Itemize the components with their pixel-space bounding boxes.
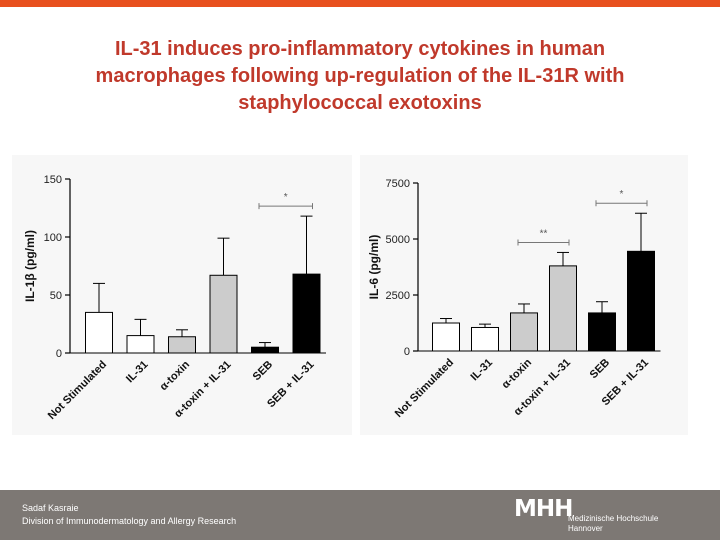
y-tick-label: 0 (404, 346, 410, 358)
category-label: SEB (588, 357, 613, 382)
bar (292, 273, 321, 354)
bar (209, 274, 238, 354)
y-axis-label: IL-1β (pg/ml) (23, 230, 37, 302)
category-label: IL-31 (124, 359, 151, 386)
title-line-1: IL-31 induces pro-inflammatory cytokines… (114, 38, 606, 60)
author-affiliation: Division of Immunodermatology and Allerg… (22, 516, 237, 526)
logo-line-1: Medizinische Hochschule (568, 514, 659, 523)
bar (85, 311, 113, 354)
slide-title: IL-31 induces pro-inflammatory cytokines… (20, 36, 700, 117)
il1b-bar-chart: 0 50 100 150 IL-1β (pg/ml) Not Stimulated IL-3… (12, 155, 352, 435)
top-accent-bar (0, 0, 720, 7)
mhh-logo: MHH Medizinische Hochschule Hannover (514, 494, 694, 538)
bar (168, 336, 196, 354)
y-tick-label: 50 (50, 290, 62, 302)
author-name: Sadaf Kasraie (22, 503, 79, 513)
significance-label: * (620, 189, 624, 200)
category-label: Not Stimulated (393, 357, 456, 420)
bar (251, 346, 279, 354)
bar (471, 326, 499, 352)
y-tick-label: 150 (44, 174, 62, 186)
author-block: Sadaf Kasraie Division of Immunodermatol… (22, 502, 236, 528)
y-tick-label: 7500 (386, 178, 410, 190)
bar (510, 312, 538, 352)
y-tick-label: 100 (44, 232, 62, 244)
mhh-logo-mark: MHH (514, 496, 573, 522)
bar (549, 265, 577, 352)
significance-label: * (284, 192, 288, 203)
bar (432, 322, 460, 352)
category-label: SEB (251, 359, 276, 384)
y-tick-label: 0 (56, 348, 62, 360)
category-label: Not Stimulated (46, 359, 109, 422)
bar (627, 250, 655, 352)
mhh-logo-text: Medizinische Hochschule Hannover (568, 514, 658, 534)
significance-label: ** (540, 228, 548, 239)
il6-bar-chart: 0 2500 5000 7500 IL-6 (pg/ml) Not Stimulated I… (360, 155, 688, 435)
y-tick-label: 2500 (386, 290, 410, 302)
footer-bar: Sadaf Kasraie Division of Immunodermatol… (0, 490, 720, 540)
logo-line-2: Hannover (568, 524, 603, 533)
bar (126, 335, 155, 354)
bar (588, 312, 616, 352)
title-line-2: macrophages following up-regulation of t… (95, 65, 625, 87)
y-axis-label: IL-6 (pg/ml) (367, 235, 381, 300)
category-label: IL-31 (468, 357, 495, 384)
y-tick-label: 5000 (386, 234, 410, 246)
category-label: α-toxin (158, 358, 193, 393)
category-label: α-toxin (500, 356, 535, 391)
title-line-3: staphylococcal exotoxins (238, 92, 482, 114)
